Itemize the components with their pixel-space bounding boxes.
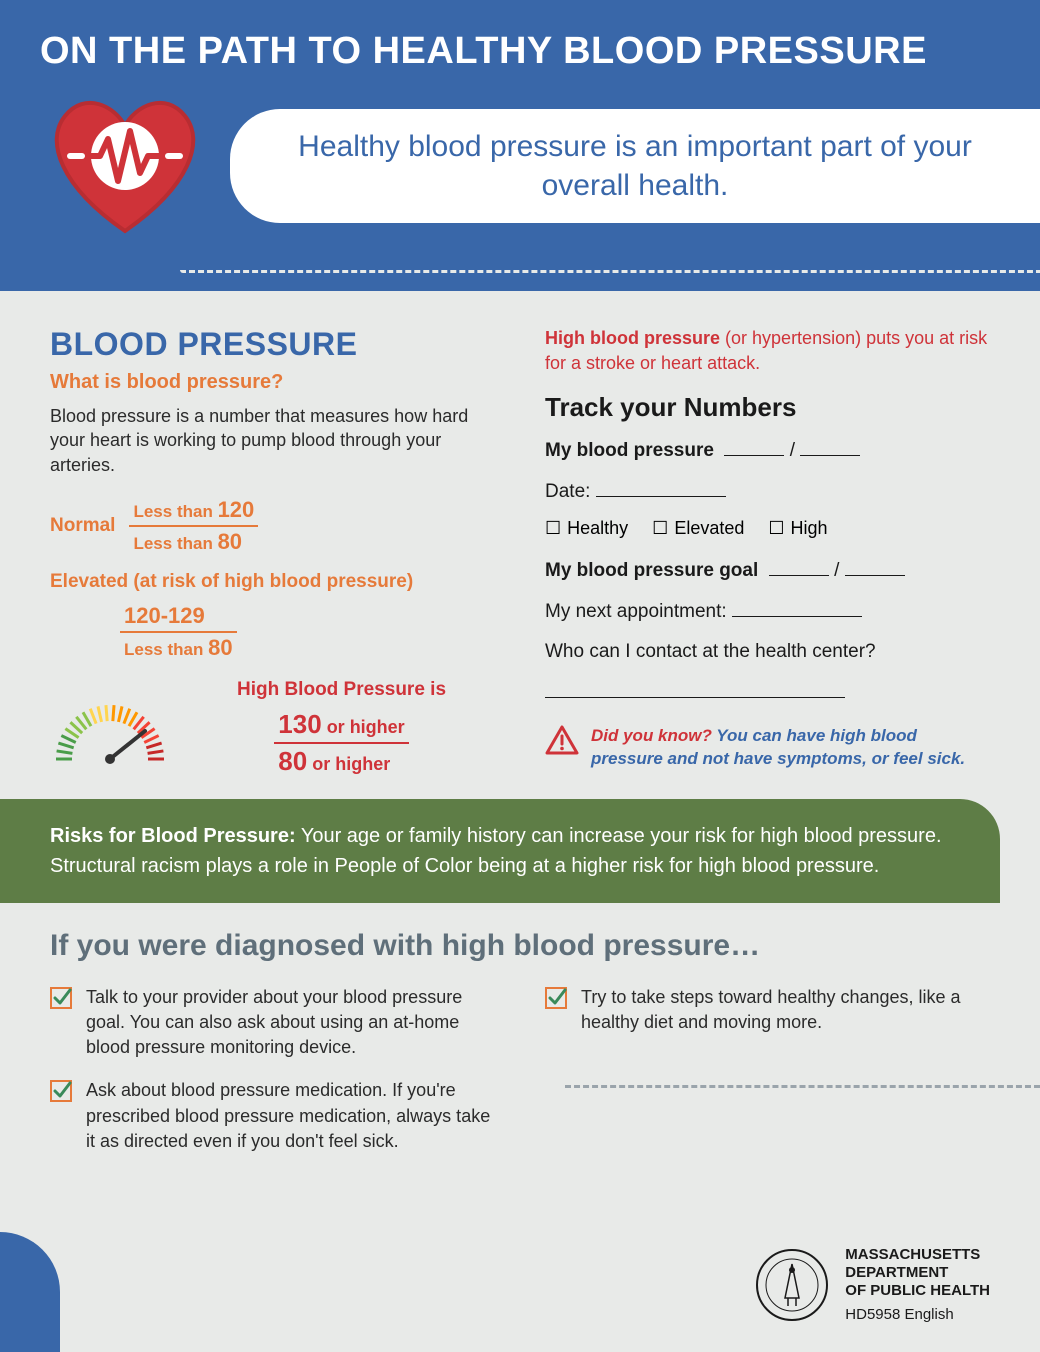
opt-high[interactable]: High <box>768 518 827 539</box>
high-label: High Blood Pressure is <box>188 679 495 701</box>
header-row: Healthy blood pressure is an important p… <box>40 91 1000 241</box>
right-column: High blood pressure (or hypertension) pu… <box>545 326 990 779</box>
bp-heading: BLOOD PRESSURE <box>50 326 495 363</box>
heart-icon <box>40 91 210 241</box>
warning-icon <box>545 725 579 755</box>
hypertension-warning: High blood pressure (or hypertension) pu… <box>545 326 990 376</box>
bp-high-range: High Blood Pressure is 130 or higher 80 … <box>50 679 495 779</box>
diag-col-right: Try to take steps toward healthy changes… <box>545 985 990 1172</box>
contact-line: Who can I contact at the health center? <box>545 638 990 667</box>
gauge-icon <box>50 689 170 769</box>
elevated-label: Elevated (at risk of high blood pressure… <box>50 571 495 593</box>
elevated-fraction: 120-129 Less than 80 <box>50 601 237 663</box>
left-column: BLOOD PRESSURE What is blood pressure? B… <box>50 326 495 779</box>
footer: MASSACHUSETTS DEPARTMENT OF PUBLIC HEALT… <box>755 1246 990 1324</box>
bp-systolic-blank[interactable] <box>724 437 784 456</box>
dyk-text: Did you know? You can have high blood pr… <box>591 725 990 771</box>
footer-org: MASSACHUSETTS DEPARTMENT OF PUBLIC HEALT… <box>845 1246 990 1300</box>
corner-decoration <box>0 1232 60 1352</box>
date-line: Date: <box>545 478 990 507</box>
page-title: ON THE PATH TO HEALTHY BLOOD PRESSURE <box>40 30 1000 73</box>
main-columns: BLOOD PRESSURE What is blood pressure? B… <box>0 291 1040 799</box>
opt-elevated[interactable]: Elevated <box>652 518 744 539</box>
bp-description: Blood pressure is a number that measures… <box>50 404 495 477</box>
risk-factors-bar: Risks for Blood Pressure: Your age or fa… <box>0 799 1000 903</box>
diag-item-2: Ask about blood pressure medication. If … <box>50 1078 495 1154</box>
track-heading: Track your Numbers <box>545 392 990 423</box>
goal-systolic-blank[interactable] <box>769 557 829 576</box>
footer-code: HD5958 English <box>845 1306 990 1324</box>
dashed-path-decoration-2 <box>565 1085 1040 1088</box>
date-blank[interactable] <box>596 478 726 497</box>
contact-blank[interactable] <box>545 679 845 698</box>
my-bp-line: My blood pressure / <box>545 437 990 466</box>
bp-diastolic-blank[interactable] <box>800 437 860 456</box>
diag-item-1: Talk to your provider about your blood p… <box>50 985 495 1061</box>
checkbox-icon <box>50 987 72 1009</box>
diag-col-left: Talk to your provider about your blood p… <box>50 985 495 1172</box>
header-banner: ON THE PATH TO HEALTHY BLOOD PRESSURE He… <box>0 0 1040 291</box>
appt-blank[interactable] <box>732 598 862 617</box>
diag-item-3: Try to take steps toward healthy changes… <box>545 985 990 1035</box>
checkbox-icon <box>545 987 567 1009</box>
high-fraction: 130 or higher 80 or higher <box>274 707 408 779</box>
checkbox-icon <box>50 1080 72 1102</box>
bp-normal-range: Normal Less than 120 Less than 80 <box>50 495 495 557</box>
appt-line: My next appointment: <box>545 598 990 627</box>
header-subtitle: Healthy blood pressure is an important p… <box>230 109 1040 223</box>
state-seal-icon <box>755 1248 829 1322</box>
normal-fraction: Less than 120 Less than 80 <box>129 495 258 557</box>
did-you-know: Did you know? You can have high blood pr… <box>545 725 990 771</box>
diagnosis-section: If you were diagnosed with high blood pr… <box>0 903 1040 1182</box>
normal-label: Normal <box>50 515 115 537</box>
goal-line: My blood pressure goal / <box>545 557 990 586</box>
bp-subheading: What is blood pressure? <box>50 371 495 394</box>
opt-healthy[interactable]: Healthy <box>545 518 628 539</box>
diagnosis-heading: If you were diagnosed with high blood pr… <box>50 929 990 963</box>
goal-diastolic-blank[interactable] <box>845 557 905 576</box>
bp-status-options: Healthy Elevated High <box>545 518 990 539</box>
dashed-path-decoration <box>180 270 1040 273</box>
